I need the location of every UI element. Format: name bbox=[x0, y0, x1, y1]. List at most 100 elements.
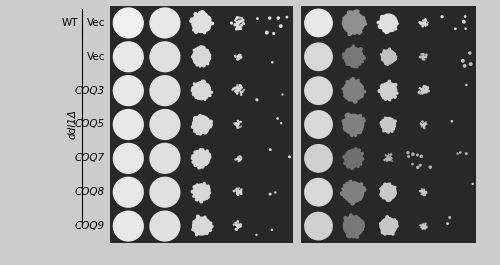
Circle shape bbox=[194, 118, 196, 120]
Circle shape bbox=[388, 199, 390, 201]
Circle shape bbox=[393, 196, 394, 197]
Circle shape bbox=[393, 59, 395, 61]
Circle shape bbox=[449, 217, 450, 218]
Circle shape bbox=[240, 92, 242, 93]
Circle shape bbox=[202, 11, 204, 14]
Circle shape bbox=[423, 192, 424, 193]
Circle shape bbox=[210, 123, 212, 125]
Circle shape bbox=[344, 47, 363, 66]
Circle shape bbox=[344, 129, 346, 131]
Circle shape bbox=[386, 199, 389, 201]
Circle shape bbox=[384, 30, 386, 32]
Circle shape bbox=[386, 15, 388, 16]
Circle shape bbox=[425, 123, 426, 124]
Circle shape bbox=[418, 92, 420, 93]
Circle shape bbox=[380, 82, 396, 99]
Circle shape bbox=[208, 192, 210, 193]
Circle shape bbox=[354, 31, 356, 32]
Circle shape bbox=[350, 200, 352, 201]
Circle shape bbox=[206, 131, 208, 132]
Circle shape bbox=[240, 87, 242, 89]
Circle shape bbox=[194, 85, 196, 87]
Circle shape bbox=[358, 185, 360, 187]
Circle shape bbox=[235, 91, 236, 92]
Circle shape bbox=[423, 58, 424, 59]
Circle shape bbox=[421, 92, 422, 93]
Circle shape bbox=[423, 190, 424, 191]
Circle shape bbox=[389, 158, 390, 159]
Circle shape bbox=[208, 154, 210, 156]
Circle shape bbox=[242, 20, 244, 21]
Circle shape bbox=[386, 64, 388, 65]
Circle shape bbox=[207, 125, 210, 128]
Circle shape bbox=[114, 42, 143, 72]
Circle shape bbox=[200, 11, 203, 14]
Circle shape bbox=[423, 88, 424, 89]
Circle shape bbox=[209, 229, 212, 231]
Circle shape bbox=[208, 228, 210, 230]
Circle shape bbox=[392, 233, 394, 235]
Circle shape bbox=[389, 183, 390, 185]
Circle shape bbox=[240, 55, 241, 56]
Circle shape bbox=[422, 90, 424, 91]
Circle shape bbox=[356, 117, 358, 119]
Circle shape bbox=[346, 53, 348, 56]
Circle shape bbox=[360, 94, 362, 96]
Circle shape bbox=[196, 199, 198, 201]
Circle shape bbox=[196, 61, 200, 64]
Circle shape bbox=[237, 91, 238, 92]
Circle shape bbox=[192, 29, 194, 31]
Circle shape bbox=[237, 90, 238, 91]
Circle shape bbox=[344, 216, 363, 236]
Text: COQ9: COQ9 bbox=[75, 221, 105, 231]
Circle shape bbox=[114, 110, 143, 139]
Circle shape bbox=[392, 120, 394, 121]
Text: COQ8: COQ8 bbox=[75, 187, 105, 197]
Circle shape bbox=[412, 164, 413, 165]
Circle shape bbox=[356, 96, 359, 99]
Circle shape bbox=[196, 130, 198, 133]
Circle shape bbox=[441, 16, 443, 18]
Circle shape bbox=[394, 186, 396, 188]
Circle shape bbox=[348, 166, 350, 168]
Circle shape bbox=[114, 76, 143, 105]
Circle shape bbox=[394, 57, 396, 59]
Circle shape bbox=[384, 234, 386, 235]
Circle shape bbox=[240, 28, 242, 29]
Circle shape bbox=[427, 24, 428, 25]
Circle shape bbox=[427, 87, 428, 89]
Circle shape bbox=[240, 224, 242, 225]
Circle shape bbox=[360, 194, 363, 197]
Circle shape bbox=[194, 186, 196, 189]
Circle shape bbox=[235, 229, 236, 230]
Circle shape bbox=[422, 228, 423, 229]
Circle shape bbox=[359, 119, 362, 122]
Circle shape bbox=[239, 156, 240, 157]
Circle shape bbox=[240, 20, 242, 22]
Circle shape bbox=[204, 162, 206, 165]
Circle shape bbox=[236, 191, 237, 192]
Circle shape bbox=[192, 89, 194, 92]
Circle shape bbox=[196, 215, 200, 218]
Circle shape bbox=[424, 127, 425, 129]
Circle shape bbox=[192, 87, 194, 89]
Circle shape bbox=[198, 166, 200, 169]
Circle shape bbox=[305, 43, 332, 70]
Circle shape bbox=[194, 153, 196, 156]
Circle shape bbox=[239, 57, 240, 58]
Circle shape bbox=[270, 193, 271, 195]
Circle shape bbox=[114, 8, 143, 38]
Circle shape bbox=[194, 228, 196, 231]
Circle shape bbox=[210, 224, 211, 226]
Circle shape bbox=[386, 96, 388, 99]
Circle shape bbox=[235, 222, 236, 223]
Circle shape bbox=[425, 25, 426, 26]
Circle shape bbox=[242, 23, 244, 24]
Circle shape bbox=[242, 91, 243, 92]
Circle shape bbox=[272, 62, 273, 63]
Circle shape bbox=[238, 89, 239, 90]
Circle shape bbox=[238, 89, 240, 91]
Circle shape bbox=[237, 126, 238, 127]
Circle shape bbox=[422, 91, 423, 92]
Circle shape bbox=[238, 89, 239, 90]
